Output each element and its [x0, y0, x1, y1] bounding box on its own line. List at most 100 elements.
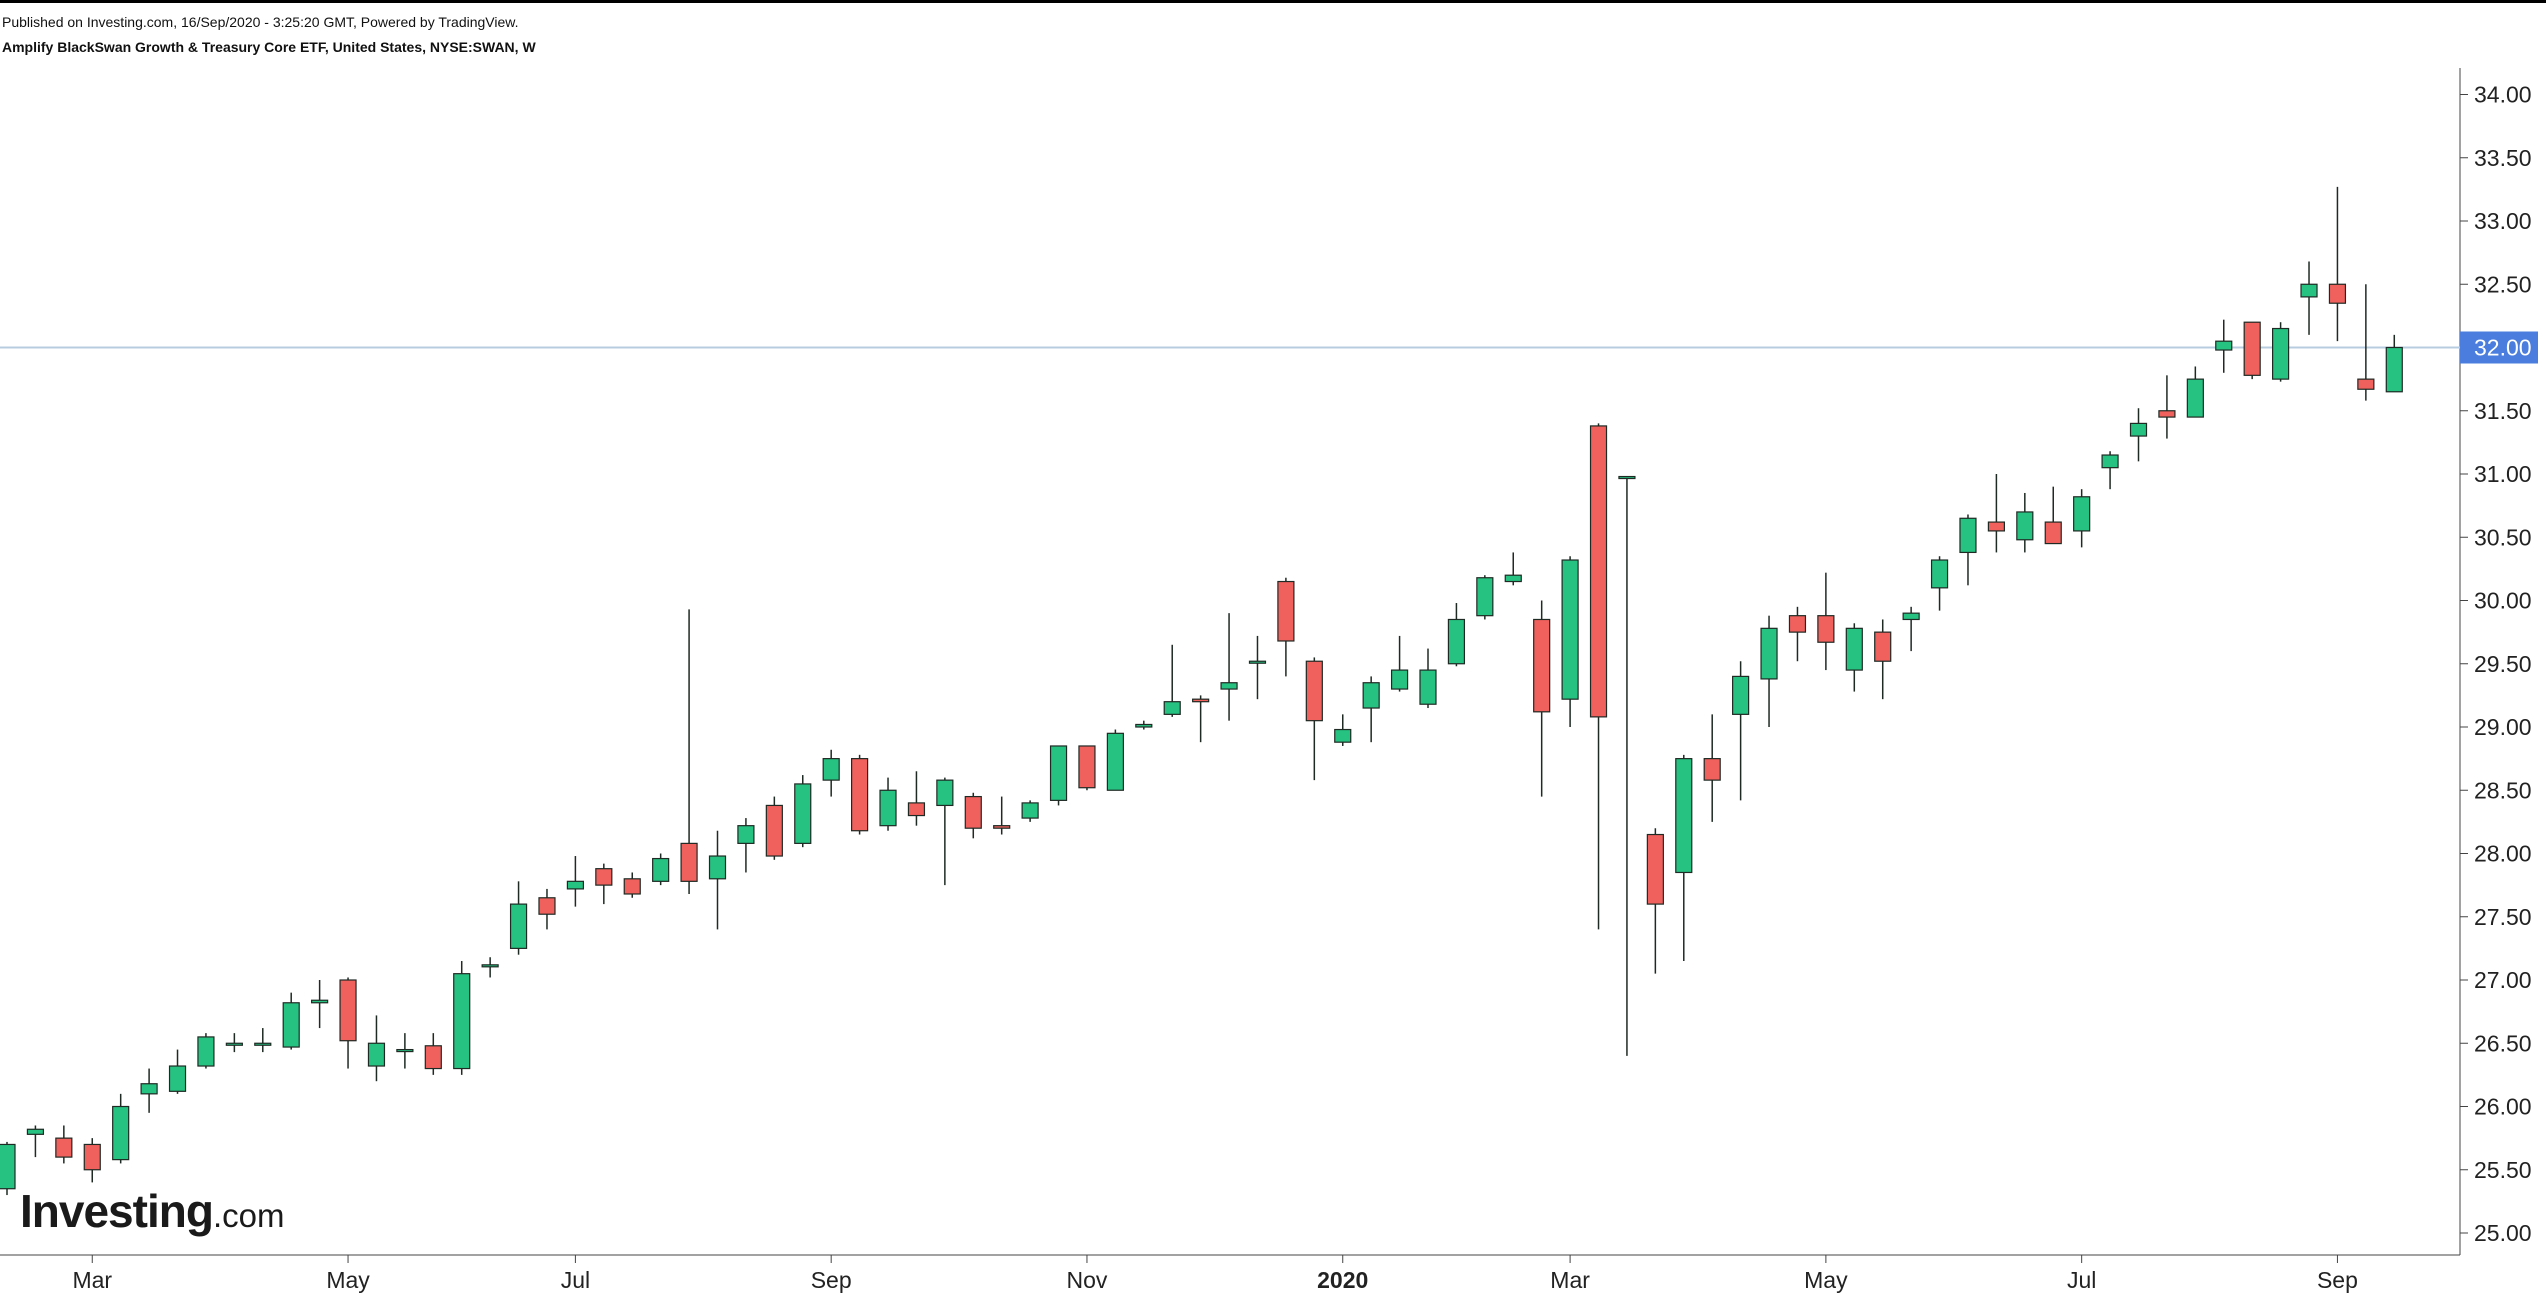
candle-body[interactable]	[197, 1036, 215, 1067]
candle-body[interactable]	[1163, 701, 1181, 715]
candle-body[interactable]	[339, 979, 357, 1042]
candle-body[interactable]	[1447, 618, 1466, 665]
y-tick-label: 25.50	[2474, 1157, 2532, 1183]
candle-body[interactable]	[794, 783, 812, 844]
candle-body[interactable]	[1078, 745, 1096, 789]
candle-body[interactable]	[2357, 378, 2375, 390]
candle-body[interactable]	[879, 789, 897, 827]
candle-body[interactable]	[2158, 410, 2176, 418]
candle-body[interactable]	[1561, 559, 1579, 700]
candle-body[interactable]	[168, 1065, 187, 1092]
candle-body[interactable]	[680, 842, 698, 882]
candle-body[interactable]	[254, 1042, 272, 1046]
candle-body[interactable]	[481, 964, 499, 968]
candle-body[interactable]	[2300, 283, 2318, 298]
candle-body[interactable]	[1788, 615, 1807, 633]
candle-body[interactable]	[1987, 521, 2006, 532]
candle-body[interactable]	[1845, 627, 1863, 671]
candle-body[interactable]	[765, 804, 783, 857]
candle-body[interactable]	[538, 897, 556, 915]
candle-body[interactable]	[424, 1045, 442, 1070]
candle-body[interactable]	[1476, 577, 1494, 617]
candle-body[interactable]	[1192, 698, 1210, 703]
chart-title: Amplify BlackSwan Growth & Treasury Core…	[2, 39, 536, 55]
y-tick-label: 31.50	[2474, 398, 2532, 424]
candle-body[interactable]	[1760, 627, 1778, 680]
candle-body[interactable]	[1732, 675, 1750, 715]
y-tick-label: 28.50	[2474, 777, 2532, 803]
candle-body[interactable]	[140, 1083, 158, 1095]
x-tick-label: May	[1804, 1267, 1848, 1293]
candle-body[interactable]	[2328, 283, 2347, 304]
candle-body[interactable]	[1135, 723, 1153, 728]
candle-body[interactable]	[623, 878, 641, 895]
candle-body[interactable]	[2385, 346, 2403, 393]
candle-body[interactable]	[2101, 454, 2119, 469]
candle-body[interactable]	[1419, 669, 1437, 705]
candle-body[interactable]	[55, 1137, 73, 1158]
candle-body[interactable]	[1390, 669, 1409, 690]
candle-body[interactable]	[2215, 340, 2233, 351]
candle-body[interactable]	[2272, 327, 2290, 380]
candle-body[interactable]	[1902, 612, 1920, 621]
candle-body[interactable]	[282, 1002, 300, 1048]
candle-body[interactable]	[1817, 615, 1835, 643]
x-tick-label: Sep	[811, 1267, 852, 1293]
candle-body[interactable]	[1504, 574, 1522, 583]
candle-body[interactable]	[993, 825, 1011, 829]
candle-body[interactable]	[1248, 660, 1267, 664]
candle-body[interactable]	[1533, 618, 1551, 713]
y-tick-label: 27.50	[2474, 904, 2532, 930]
y-tick-label: 27.00	[2474, 967, 2532, 993]
candle-body[interactable]	[2129, 422, 2148, 437]
candle-body[interactable]	[964, 795, 982, 829]
candle-body[interactable]	[1874, 631, 1892, 662]
candle-body[interactable]	[936, 779, 954, 807]
candle-body[interactable]	[595, 868, 613, 886]
y-tick-label: 32.50	[2474, 271, 2532, 297]
logo-brand: Investing	[20, 1185, 214, 1237]
candle-body[interactable]	[225, 1042, 243, 1046]
candle-body[interactable]	[1703, 758, 1721, 781]
candle-body[interactable]	[311, 999, 329, 1004]
candle-body[interactable]	[1106, 732, 1124, 791]
candle-body[interactable]	[83, 1143, 101, 1171]
investing-logo: Investing.com	[20, 1184, 284, 1238]
candle-body[interactable]	[822, 758, 840, 781]
candle-body[interactable]	[1959, 517, 1977, 554]
candle-body[interactable]	[566, 880, 585, 890]
candle-body[interactable]	[2016, 511, 2034, 541]
candle-body[interactable]	[509, 903, 528, 949]
candle-body[interactable]	[652, 857, 670, 882]
candle-body[interactable]	[26, 1128, 45, 1135]
candle-body[interactable]	[367, 1042, 386, 1067]
candle-body[interactable]	[1305, 660, 1323, 722]
candle-body[interactable]	[396, 1048, 414, 1053]
candle-body[interactable]	[1589, 425, 1608, 718]
candle-body[interactable]	[1646, 833, 1664, 905]
candle-body[interactable]	[708, 855, 727, 880]
candle-body[interactable]	[1049, 745, 1068, 801]
candle-body[interactable]	[850, 758, 869, 832]
y-tick-label: 30.50	[2474, 524, 2532, 550]
candle-body[interactable]	[453, 973, 471, 1070]
candle-body[interactable]	[1220, 682, 1238, 690]
top-border	[0, 0, 2546, 3]
candle-body[interactable]	[1618, 475, 1636, 480]
candle-body[interactable]	[0, 1143, 16, 1190]
candle-body[interactable]	[1021, 802, 1039, 819]
candle-body[interactable]	[2044, 521, 2062, 545]
candle-body[interactable]	[112, 1105, 130, 1161]
candle-body[interactable]	[1277, 580, 1295, 642]
published-note: Published on Investing.com, 16/Sep/2020 …	[2, 14, 519, 30]
candle-body[interactable]	[1930, 559, 1949, 589]
candle-body[interactable]	[2186, 378, 2204, 418]
candle-body[interactable]	[1675, 758, 1693, 874]
candle-body[interactable]	[907, 802, 926, 817]
candle-body[interactable]	[2073, 496, 2091, 532]
candle-body[interactable]	[1334, 728, 1352, 743]
candle-body[interactable]	[2243, 321, 2261, 376]
candle-body[interactable]	[1362, 682, 1380, 709]
candle-body[interactable]	[737, 825, 755, 844]
